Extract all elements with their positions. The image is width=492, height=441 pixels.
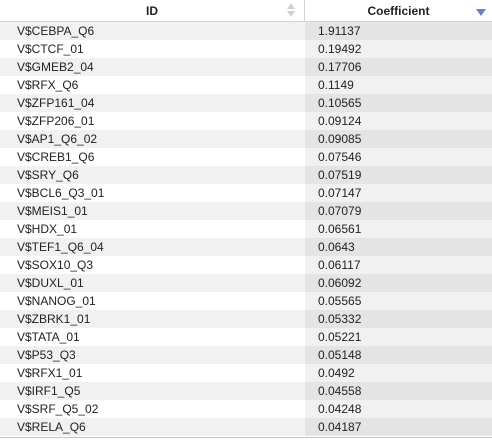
- cell-id: V$CTCF_01: [0, 40, 305, 58]
- cell-coefficient: 0.17706: [305, 58, 492, 76]
- table-row[interactable]: V$BCL6_Q3_01 0.07147: [0, 184, 492, 202]
- cell-id: V$IRF1_Q5: [0, 382, 305, 400]
- cell-id: V$TEF1_Q6_04: [0, 238, 305, 256]
- table-row[interactable]: V$NANOG_01 0.05565: [0, 292, 492, 310]
- cell-id: V$ZFP206_01: [0, 112, 305, 130]
- table-row[interactable]: V$RFX_Q6 0.1149: [0, 76, 492, 94]
- table-row[interactable]: V$HDX_01 0.06561: [0, 220, 492, 238]
- table-row[interactable]: V$CTCF_01 0.19492: [0, 40, 492, 58]
- cell-id: V$RFX1_01: [0, 364, 305, 382]
- cell-coefficient: 0.09085: [305, 130, 492, 148]
- table-row[interactable]: V$IRF1_Q5 0.04558: [0, 382, 492, 400]
- cell-coefficient: 0.06561: [305, 220, 492, 238]
- table-row[interactable]: V$CREB1_Q6 0.07546: [0, 148, 492, 166]
- cell-id: V$SRY_Q6: [0, 166, 305, 184]
- cell-coefficient: 0.0492: [305, 364, 492, 382]
- cell-coefficient: 0.05332: [305, 310, 492, 328]
- cell-id: V$P53_Q3: [0, 346, 305, 364]
- cell-coefficient: 0.05221: [305, 328, 492, 346]
- cell-coefficient: 0.05148: [305, 346, 492, 364]
- cell-coefficient: 0.07079: [305, 202, 492, 220]
- cell-id: V$ZFP161_04: [0, 94, 305, 112]
- cell-coefficient: 0.06092: [305, 274, 492, 292]
- cell-id: V$RFX_Q6: [0, 76, 305, 94]
- cell-coefficient: 0.07147: [305, 184, 492, 202]
- cell-coefficient: 0.10565: [305, 94, 492, 112]
- table-row[interactable]: V$ZFP161_04 0.10565: [0, 94, 492, 112]
- column-header-id[interactable]: ID: [0, 0, 305, 21]
- cell-id: V$BCL6_Q3_01: [0, 184, 305, 202]
- cell-id: V$TATA_01: [0, 328, 305, 346]
- cell-coefficient: 0.0643: [305, 238, 492, 256]
- table-row[interactable]: V$RELA_Q6 0.04187: [0, 418, 492, 436]
- cell-coefficient: 0.04558: [305, 382, 492, 400]
- cell-id: V$SRF_Q5_02: [0, 400, 305, 418]
- table-row[interactable]: V$P53_Q3 0.05148: [0, 346, 492, 364]
- table-row[interactable]: V$ZFP206_01 0.09124: [0, 112, 492, 130]
- table-row[interactable]: V$SRF_Q5_02 0.04248: [0, 400, 492, 418]
- column-header-coefficient-label: Coefficient: [367, 3, 430, 18]
- sort-unsorted-icon[interactable]: [287, 3, 296, 18]
- cell-coefficient: 0.05565: [305, 292, 492, 310]
- cell-id: V$NANOG_01: [0, 292, 305, 310]
- table-row[interactable]: V$DUXL_01 0.06092: [0, 274, 492, 292]
- table-bottom-divider: [0, 437, 492, 438]
- table-row[interactable]: V$ZBRK1_01 0.05332: [0, 310, 492, 328]
- table-row[interactable]: V$GMEB2_04 0.17706: [0, 58, 492, 76]
- cell-id: V$CREB1_Q6: [0, 148, 305, 166]
- cell-id: V$AP1_Q6_02: [0, 130, 305, 148]
- cell-coefficient: 0.06117: [305, 256, 492, 274]
- cell-id: V$GMEB2_04: [0, 58, 305, 76]
- table-body: V$CEBPA_Q6 1.91137 V$CTCF_01 0.19492 V$GMEB2…: [0, 22, 492, 436]
- table-row[interactable]: V$SRY_Q6 0.07519: [0, 166, 492, 184]
- column-header-coefficient[interactable]: Coefficient: [305, 0, 492, 21]
- column-header-id-label: ID: [146, 3, 158, 18]
- table-row[interactable]: V$AP1_Q6_02 0.09085: [0, 130, 492, 148]
- cell-coefficient: 0.1149: [305, 76, 492, 94]
- cell-id: V$HDX_01: [0, 220, 305, 238]
- sort-descending-icon[interactable]: [476, 9, 486, 16]
- cell-id: V$MEIS1_01: [0, 202, 305, 220]
- table-row[interactable]: V$MEIS1_01 0.07079: [0, 202, 492, 220]
- cell-id: V$RELA_Q6: [0, 418, 305, 436]
- cell-coefficient: 0.07546: [305, 148, 492, 166]
- cell-id: V$SOX10_Q3: [0, 256, 305, 274]
- cell-coefficient: 0.19492: [305, 40, 492, 58]
- cell-coefficient: 0.09124: [305, 112, 492, 130]
- cell-id: V$DUXL_01: [0, 274, 305, 292]
- cell-coefficient: 0.04248: [305, 400, 492, 418]
- table-row[interactable]: V$RFX1_01 0.0492: [0, 364, 492, 382]
- table-row[interactable]: V$SOX10_Q3 0.06117: [0, 256, 492, 274]
- cell-id: V$CEBPA_Q6: [0, 22, 305, 40]
- table-row[interactable]: V$CEBPA_Q6 1.91137: [0, 22, 492, 40]
- cell-coefficient: 1.91137: [305, 22, 492, 40]
- cell-coefficient: 0.07519: [305, 166, 492, 184]
- table-row[interactable]: V$TEF1_Q6_04 0.0643: [0, 238, 492, 256]
- table-header: ID Coefficient: [0, 0, 492, 22]
- table-row[interactable]: V$TATA_01 0.05221: [0, 328, 492, 346]
- cell-coefficient: 0.04187: [305, 418, 492, 436]
- cell-id: V$ZBRK1_01: [0, 310, 305, 328]
